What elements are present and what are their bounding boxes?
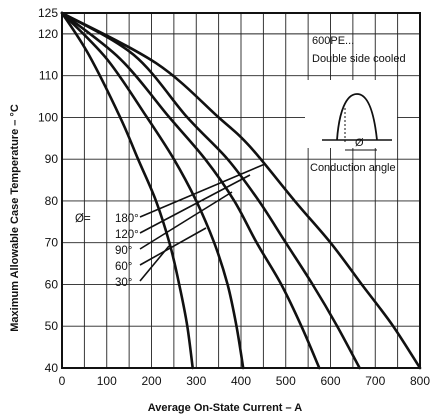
y-tick-label: 70 <box>45 236 59 250</box>
x-tick-label: 200 <box>141 374 161 388</box>
grid <box>61 13 421 369</box>
y-tick-label: 40 <box>45 361 59 375</box>
diagram-background <box>305 80 397 148</box>
x-tick-label: 0 <box>59 374 66 388</box>
y-tick-label: 100 <box>38 110 58 124</box>
y-tick-label: 90 <box>45 152 59 166</box>
series-curve <box>60 11 194 370</box>
series-curve <box>60 11 422 370</box>
angle-label: 90° <box>115 245 132 257</box>
device-note-line2: Double side cooled <box>312 53 406 65</box>
angle-label: 30° <box>115 277 132 289</box>
tick-labels: 0 100 200 300 400 500 600 700 800 40 50 60 70 80 90 100… <box>38 6 430 388</box>
angle-leader-line <box>139 227 207 266</box>
y-tick-label: 125 <box>38 6 58 20</box>
y-tick-label: 120 <box>38 27 58 41</box>
conduction-angle-caption: Conduction angle <box>310 162 396 174</box>
x-tick-label: 700 <box>365 374 385 388</box>
y-axis-label: Maximum Allowable Case Temperature – °C <box>9 104 21 332</box>
x-tick-label: 300 <box>186 374 206 388</box>
x-tick-label: 500 <box>276 374 296 388</box>
angle-label: 180° <box>115 213 139 225</box>
phi-symbol: Ø <box>355 137 364 149</box>
conduction-angle-labels: Ø= 180° 120° 90° 60° 30° <box>75 163 266 289</box>
angle-label: 60° <box>115 261 132 273</box>
x-tick-label: 400 <box>231 374 251 388</box>
series-curve <box>60 11 321 370</box>
angle-label: 120° <box>115 229 139 241</box>
series-curve <box>60 11 245 370</box>
y-tick-label: 80 <box>45 194 59 208</box>
x-tick-label: 800 <box>410 374 430 388</box>
conduction-angle-diagram: Ø Conduction angle <box>305 80 397 174</box>
series-curve <box>60 11 361 370</box>
x-tick-label: 600 <box>320 374 340 388</box>
angle-leader-line <box>139 245 170 282</box>
series-curves <box>60 11 422 370</box>
y-tick-label: 60 <box>45 277 59 291</box>
y-tick-label: 50 <box>45 319 59 333</box>
angle-leader-line <box>139 191 233 250</box>
x-axis-label: Average On-State Current – A <box>148 402 303 414</box>
plot-frame <box>61 12 421 369</box>
waveform-half-sine <box>336 93 378 141</box>
x-tick-label: 100 <box>97 374 117 388</box>
angle-leader-line <box>139 174 251 234</box>
angle-leader-line <box>139 163 266 218</box>
device-note-line1: 600PE... <box>312 35 354 47</box>
device-note: 600PE... Double side cooled <box>312 35 406 65</box>
angle-prefix: Ø= <box>75 213 91 225</box>
y-tick-label: 110 <box>39 69 58 83</box>
